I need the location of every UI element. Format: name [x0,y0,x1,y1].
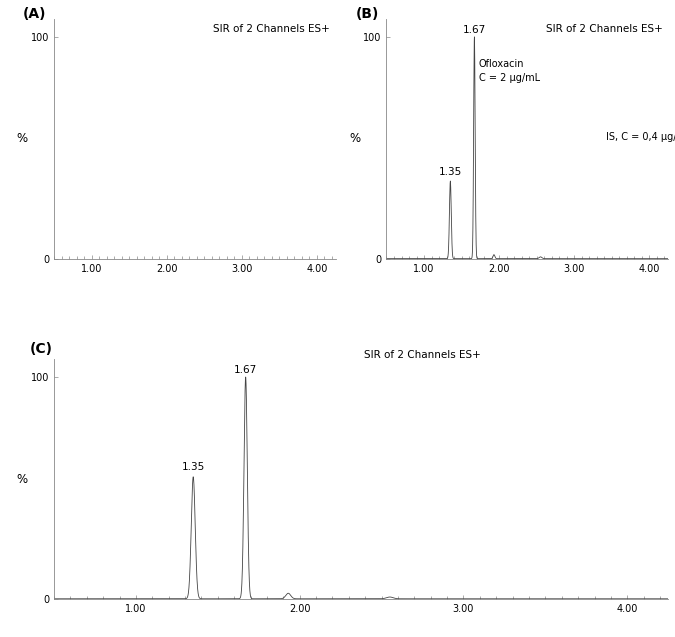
Text: (B): (B) [356,7,379,21]
Text: SIR of 2 Channels ES+: SIR of 2 Channels ES+ [546,24,663,34]
Text: 1.67: 1.67 [234,365,257,375]
Text: 1.67: 1.67 [463,25,486,34]
Text: IS, C = 0,4 μg/mL: IS, C = 0,4 μg/mL [606,132,675,141]
Text: SIR of 2 Channels ES+: SIR of 2 Channels ES+ [213,24,330,34]
Y-axis label: %: % [17,132,28,145]
Text: Ofloxacin
C = 2 μg/mL: Ofloxacin C = 2 μg/mL [479,59,540,83]
Text: (A): (A) [23,7,47,21]
Text: (C): (C) [30,343,53,357]
Y-axis label: %: % [350,132,360,145]
Text: 1.35: 1.35 [182,462,205,473]
Y-axis label: %: % [17,473,28,485]
Text: SIR of 2 Channels ES+: SIR of 2 Channels ES+ [364,350,481,360]
Text: 1.35: 1.35 [439,167,462,176]
